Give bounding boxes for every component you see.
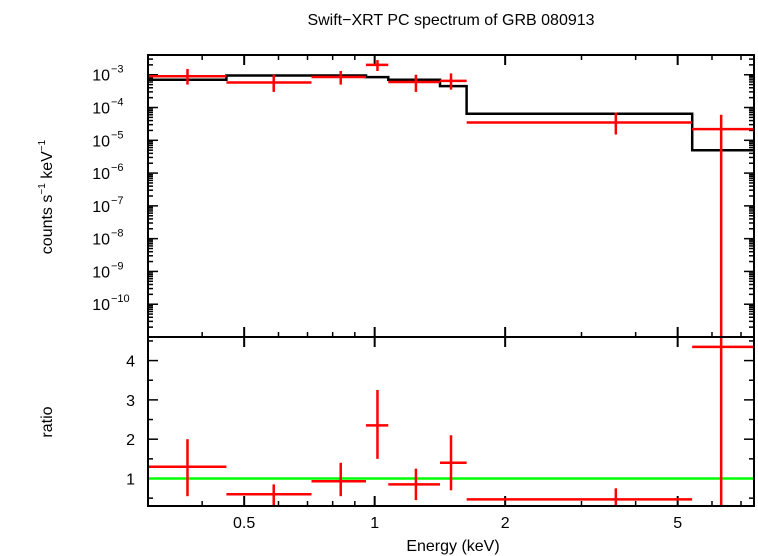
y-tick-label: 10: [92, 68, 110, 85]
ratio-point: [226, 484, 312, 506]
y-tick-exponent: −6: [111, 162, 124, 174]
y-label-part: counts s: [39, 195, 56, 255]
x-tick-label: 1: [370, 515, 379, 532]
ratio-y-tick-label: 1: [126, 471, 135, 488]
ratio-y-tick-label: 4: [126, 354, 135, 371]
x-tick-label: 0.5: [233, 515, 255, 532]
spectrum-panel-frame: [147, 54, 755, 338]
data-point: [388, 74, 441, 92]
ratio-point: [692, 337, 754, 506]
y-label-part: −1: [37, 183, 48, 195]
data-point: [148, 68, 227, 85]
data-point: [466, 112, 693, 135]
ratio-point: [440, 435, 467, 491]
ratio-point: [466, 488, 693, 506]
data-point: [311, 71, 366, 85]
ratio-y-tick-label: 3: [126, 393, 135, 410]
y-tick-label: 10: [92, 232, 110, 249]
ratio-panel-frame: [147, 336, 755, 507]
x-tick-label: 5: [673, 515, 682, 532]
y-tick-exponent: −9: [111, 260, 124, 272]
spectrum-axis-label: counts s−1 keV−1: [37, 139, 56, 254]
ratio-point: [148, 439, 227, 497]
y-tick-exponent: −7: [111, 195, 124, 207]
y-label-part: −1: [37, 139, 48, 151]
x-axis-label: Energy (keV): [406, 538, 499, 555]
y-tick-label: 10: [92, 199, 110, 216]
y-tick-label: 10: [92, 264, 110, 281]
y-tick-exponent: −4: [111, 97, 124, 109]
x-tick-label: 2: [501, 515, 510, 532]
ratio-point: [388, 468, 441, 501]
y-label-part: keV: [39, 151, 56, 183]
ratio-point: [311, 462, 366, 497]
data-point: [365, 60, 389, 72]
data-layer: [148, 60, 754, 506]
data-point: [692, 114, 754, 337]
chart-title: Swift−XRT PC spectrum of GRB 080913: [307, 12, 594, 29]
frame-layer: [147, 54, 755, 507]
y-tick-label: 10: [92, 133, 110, 150]
y-tick-exponent: −10: [111, 293, 130, 305]
data-point: [440, 73, 467, 90]
y-tick-exponent: −5: [111, 129, 124, 141]
y-tick-label: 10: [92, 297, 110, 314]
y-tick-label: 10: [92, 101, 110, 118]
y-tick-exponent: −3: [111, 64, 124, 76]
data-point: [226, 74, 312, 92]
ratio-y-tick-label: 2: [126, 432, 135, 449]
axes-layer: 0.5 1 2 510−310−410−510−610−710−810−910 −10c…: [37, 54, 754, 532]
ratio-point: [365, 390, 389, 459]
ratio-axis-label: ratio: [39, 406, 56, 437]
y-tick-exponent: −8: [111, 228, 124, 240]
y-tick-label: 10: [92, 166, 110, 183]
